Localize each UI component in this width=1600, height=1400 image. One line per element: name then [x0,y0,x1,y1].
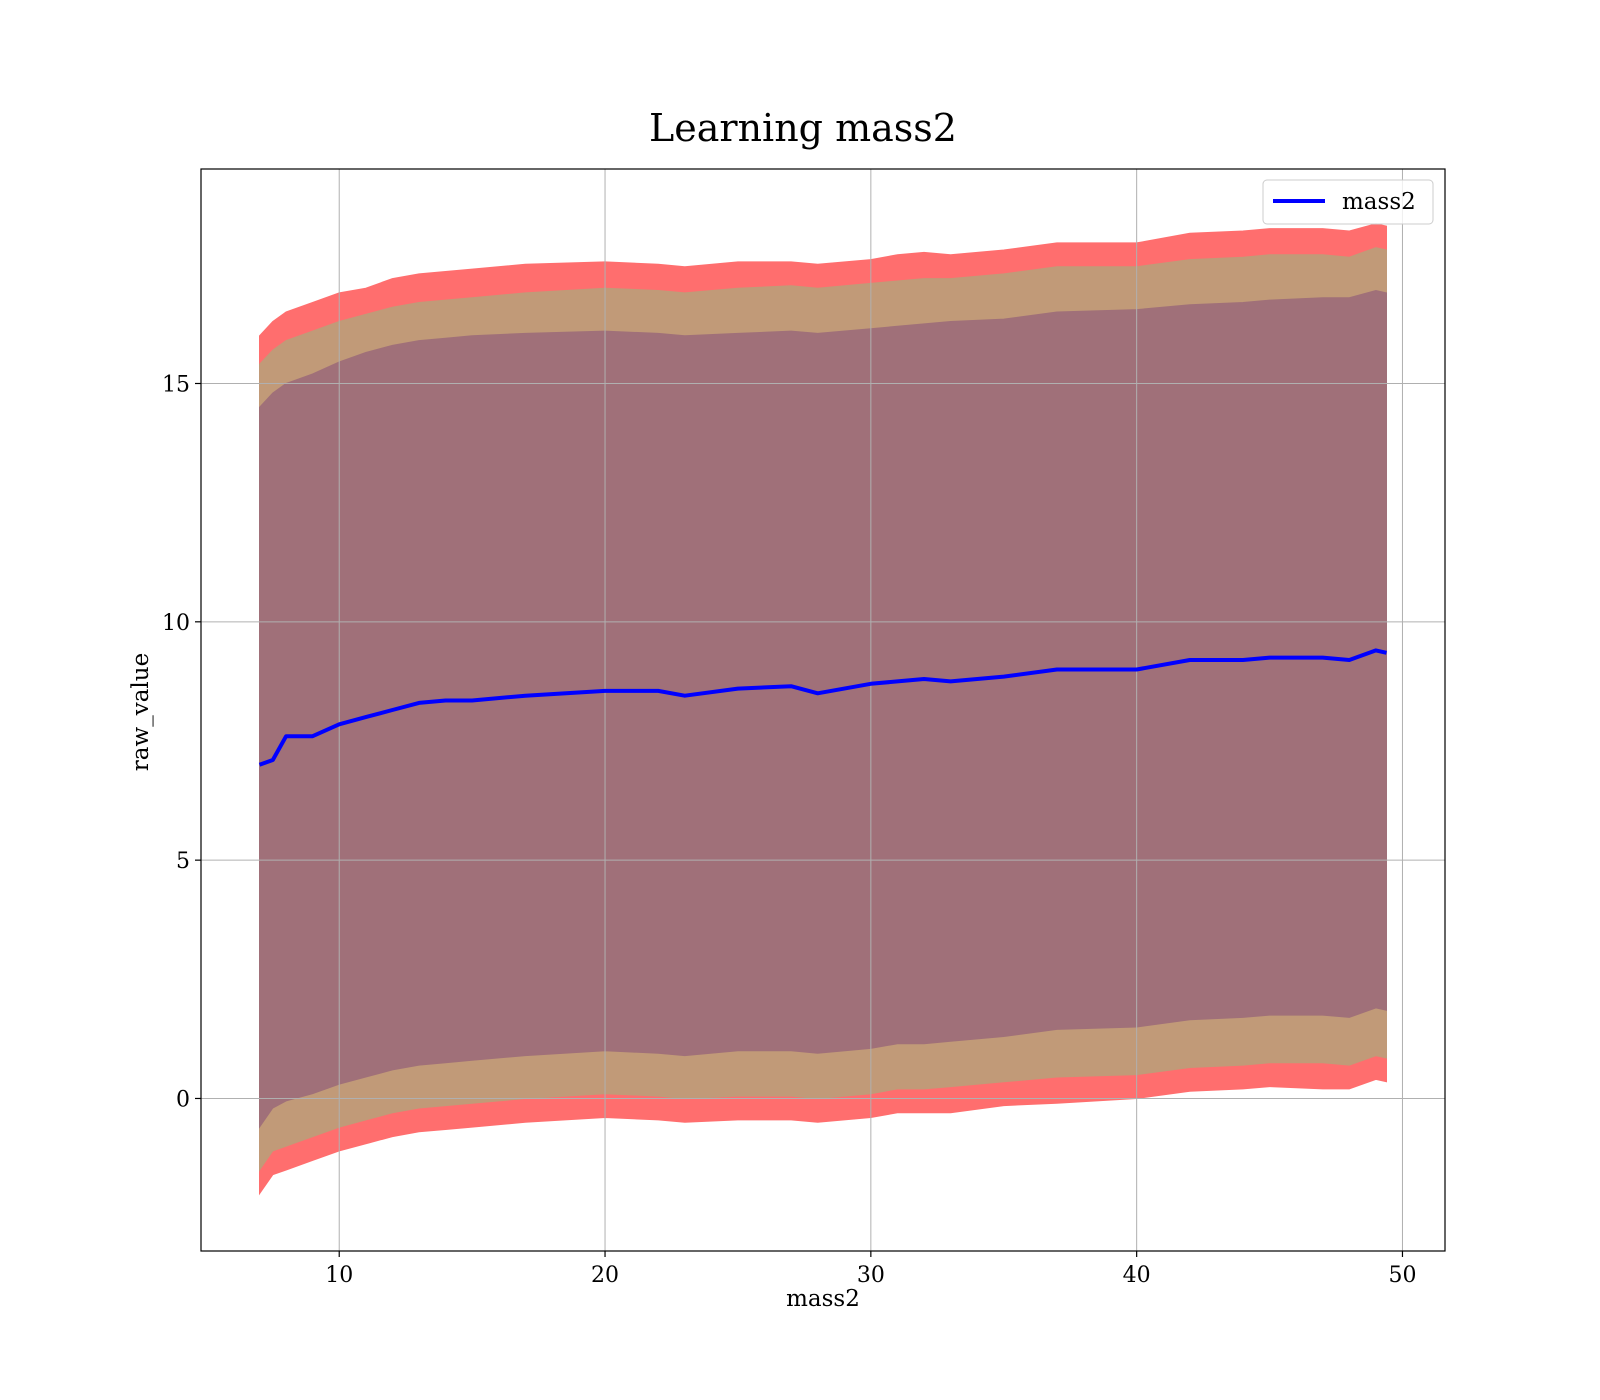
x-tick-label-4: 50 [1388,1263,1416,1288]
chart-title: Learning mass2 [649,106,957,150]
x-tick-label-1: 20 [591,1263,619,1288]
y-tick-label-2: 10 [162,611,190,636]
band-2 [259,289,1387,1129]
plot-frame [200,168,1446,1252]
y-tick-label-0: 0 [176,1087,190,1112]
y-axis-label: raw_value [128,653,154,771]
series-line-0 [258,648,1387,767]
plot-area [200,168,1446,1252]
x-tick-label-3: 40 [1123,1263,1151,1288]
x-axis: 10 20 30 40 50 [325,1251,1416,1288]
y-tick-label-1: 5 [176,849,190,874]
x-axis-label: mass2 [786,1286,860,1312]
confidence-bands [259,223,1387,1196]
y-axis: 0 5 10 15 [162,372,201,1112]
series-lines [258,648,1387,767]
x-tick-label-0: 10 [325,1263,353,1288]
grid-lines [201,169,1445,1251]
legend: mass2 [1262,179,1434,225]
y-tick-label-3: 15 [162,372,190,397]
legend-box [1262,179,1434,225]
x-tick-label-2: 30 [857,1263,885,1288]
legend-label-mass2: mass2 [1342,189,1416,215]
